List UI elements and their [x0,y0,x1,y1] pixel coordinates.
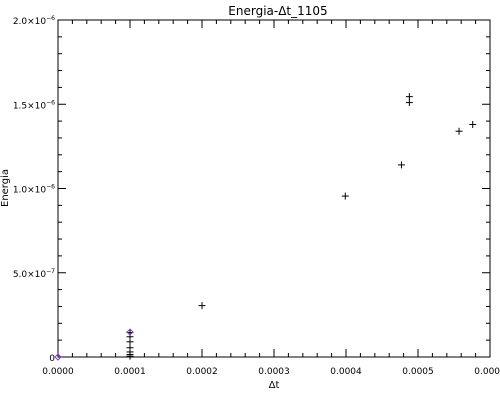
data-points [54,93,477,361]
x-tick-label: 0.0006 [474,367,500,377]
plot-frame [57,19,491,358]
chart-title: Energia-Δt_1105 [228,4,327,18]
x-axis-label: Δt [269,380,280,391]
y-tick-labels: 0 5.0×10−7 1.0×10−6 1.5×10−6 2.0×10−6 [13,15,55,364]
data-point-diamond [126,328,134,336]
data-point [455,127,463,135]
y-axis-label: Energia [0,169,11,207]
data-point [126,338,134,346]
data-point [397,161,405,169]
data-point [405,99,413,107]
x-tick-label: 0.0005 [402,367,434,377]
data-point [126,352,134,360]
y-tick-label: 1.0×10−6 [13,184,55,196]
axis-ticks [57,19,491,358]
y-tick-label: 0 [49,354,55,364]
data-point [198,302,206,310]
data-point [469,120,477,128]
y-tick-label: 5.0×10−7 [13,268,55,280]
x-tick-label: 0.0004 [330,367,362,377]
data-point-diamond [54,353,62,361]
y-tick-label: 2.0×10−6 [13,15,55,27]
data-point [405,93,413,101]
x-tick-label: 0.0001 [114,367,146,377]
y-tick-label: 1.5×10−6 [13,99,55,111]
x-tick-labels: 0.0000 0.0001 0.0002 0.0003 0.0004 0.0005 0.00… [42,367,500,377]
x-tick-label: 0.0002 [186,367,218,377]
x-tick-label: 0.0000 [42,367,74,377]
x-tick-label: 0.0003 [258,367,290,377]
data-point [341,192,349,200]
